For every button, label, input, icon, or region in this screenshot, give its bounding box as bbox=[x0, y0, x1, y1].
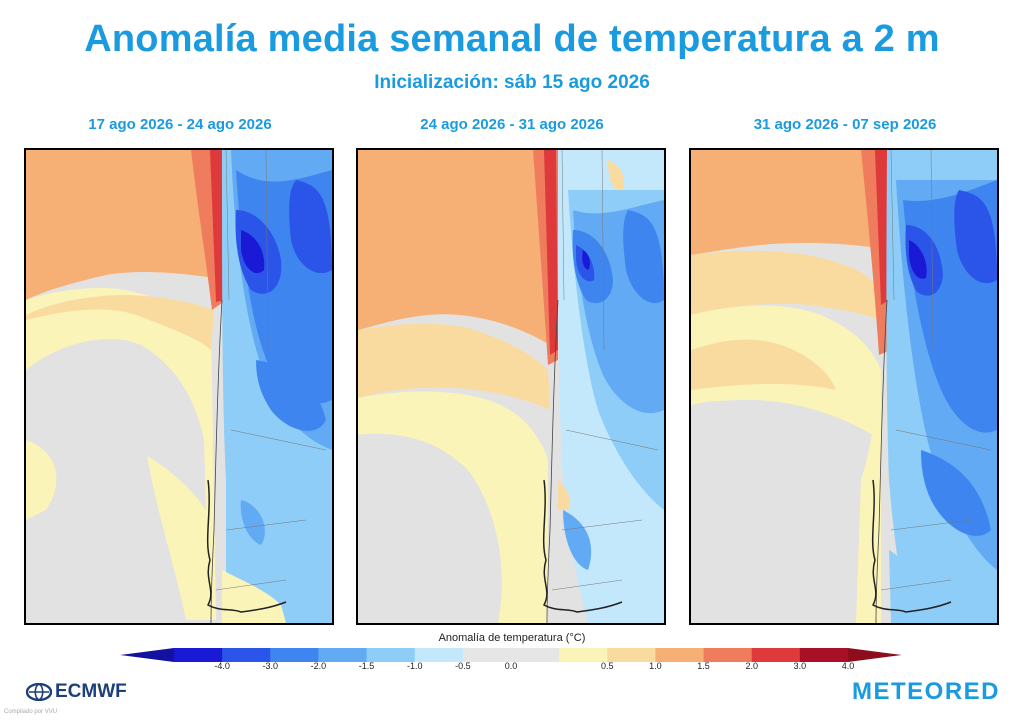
colorbar-tick-label: -1.5 bbox=[358, 661, 375, 671]
map-panel-1 bbox=[24, 148, 334, 625]
colorbar-segment bbox=[174, 648, 223, 662]
colorbar-under-arrow bbox=[120, 648, 174, 662]
colorbar-tick-label: 0.5 bbox=[601, 661, 614, 671]
colorbar-segment bbox=[703, 648, 753, 662]
colorbar-segment bbox=[222, 648, 271, 662]
ecmwf-logo: ECMWF bbox=[26, 681, 127, 703]
colorbar-tick-label: -2.0 bbox=[310, 661, 327, 671]
meteored-logo: METEORED bbox=[851, 678, 1000, 705]
colorbar-title: Anomalía de temperatura (°C) bbox=[438, 632, 586, 644]
colorbar-segment bbox=[462, 648, 512, 662]
map-panel-1-field bbox=[26, 150, 332, 623]
colorbar-segment bbox=[655, 648, 705, 662]
colorbar-segment bbox=[799, 648, 849, 662]
temperature-colorbar bbox=[120, 648, 902, 662]
colorbar-segment bbox=[270, 648, 319, 662]
colorbar-tick-label: 1.5 bbox=[697, 661, 710, 671]
panel-3-period: 31 ago 2026 - 07 sep 2026 bbox=[753, 116, 937, 133]
map-panel-2-field bbox=[358, 150, 664, 623]
colorbar-segment bbox=[366, 648, 416, 662]
colorbar-tick-labels: -4.0 -3.0 -2.0 -1.5 -1.0 -0.5 0.0 0.5 1.0 1.5 2.0 3… bbox=[0, 661, 1024, 675]
ecmwf-logo-text: ECMWF bbox=[55, 681, 127, 702]
colorbar-tick-label: -1.0 bbox=[406, 661, 423, 671]
map-panel-3-field bbox=[691, 150, 997, 623]
colorbar-segment bbox=[751, 648, 801, 662]
colorbar-tick-label: -4.0 bbox=[214, 661, 230, 671]
panel-1-period: 17 ago 2026 - 24 ago 2026 bbox=[88, 116, 272, 133]
colorbar-tick-label: 0.0 bbox=[504, 661, 518, 671]
colorbar-tick-label: 2.0 bbox=[745, 661, 758, 671]
initialization-subtitle: Inicialización: sáb 15 ago 2026 bbox=[374, 72, 650, 93]
colorbar-segment bbox=[511, 648, 560, 662]
colorbar-over-arrow bbox=[848, 648, 902, 662]
colorbar-tick-label: 1.0 bbox=[649, 661, 662, 671]
chart-title: Anomalía media semanal de temperatura a … bbox=[84, 18, 940, 60]
map-panel-3 bbox=[689, 148, 999, 625]
colorbar-segment bbox=[318, 648, 368, 662]
colorbar-tick-label: -0.5 bbox=[455, 661, 471, 671]
colorbar-tick-label: 3.0 bbox=[793, 661, 807, 671]
colorbar-segment bbox=[414, 648, 464, 662]
panel-2-period: 24 ago 2026 - 31 ago 2026 bbox=[420, 116, 604, 133]
map-panel-2 bbox=[356, 148, 666, 625]
colorbar-segment bbox=[607, 648, 656, 662]
colorbar-tick-label: -3.0 bbox=[262, 661, 279, 671]
ecmwf-globe-icon bbox=[26, 683, 52, 701]
colorbar-tick-label: 4.0 bbox=[841, 661, 855, 671]
compiled-by-note: Compilado por VVU bbox=[4, 709, 58, 715]
colorbar-segment bbox=[559, 648, 608, 662]
